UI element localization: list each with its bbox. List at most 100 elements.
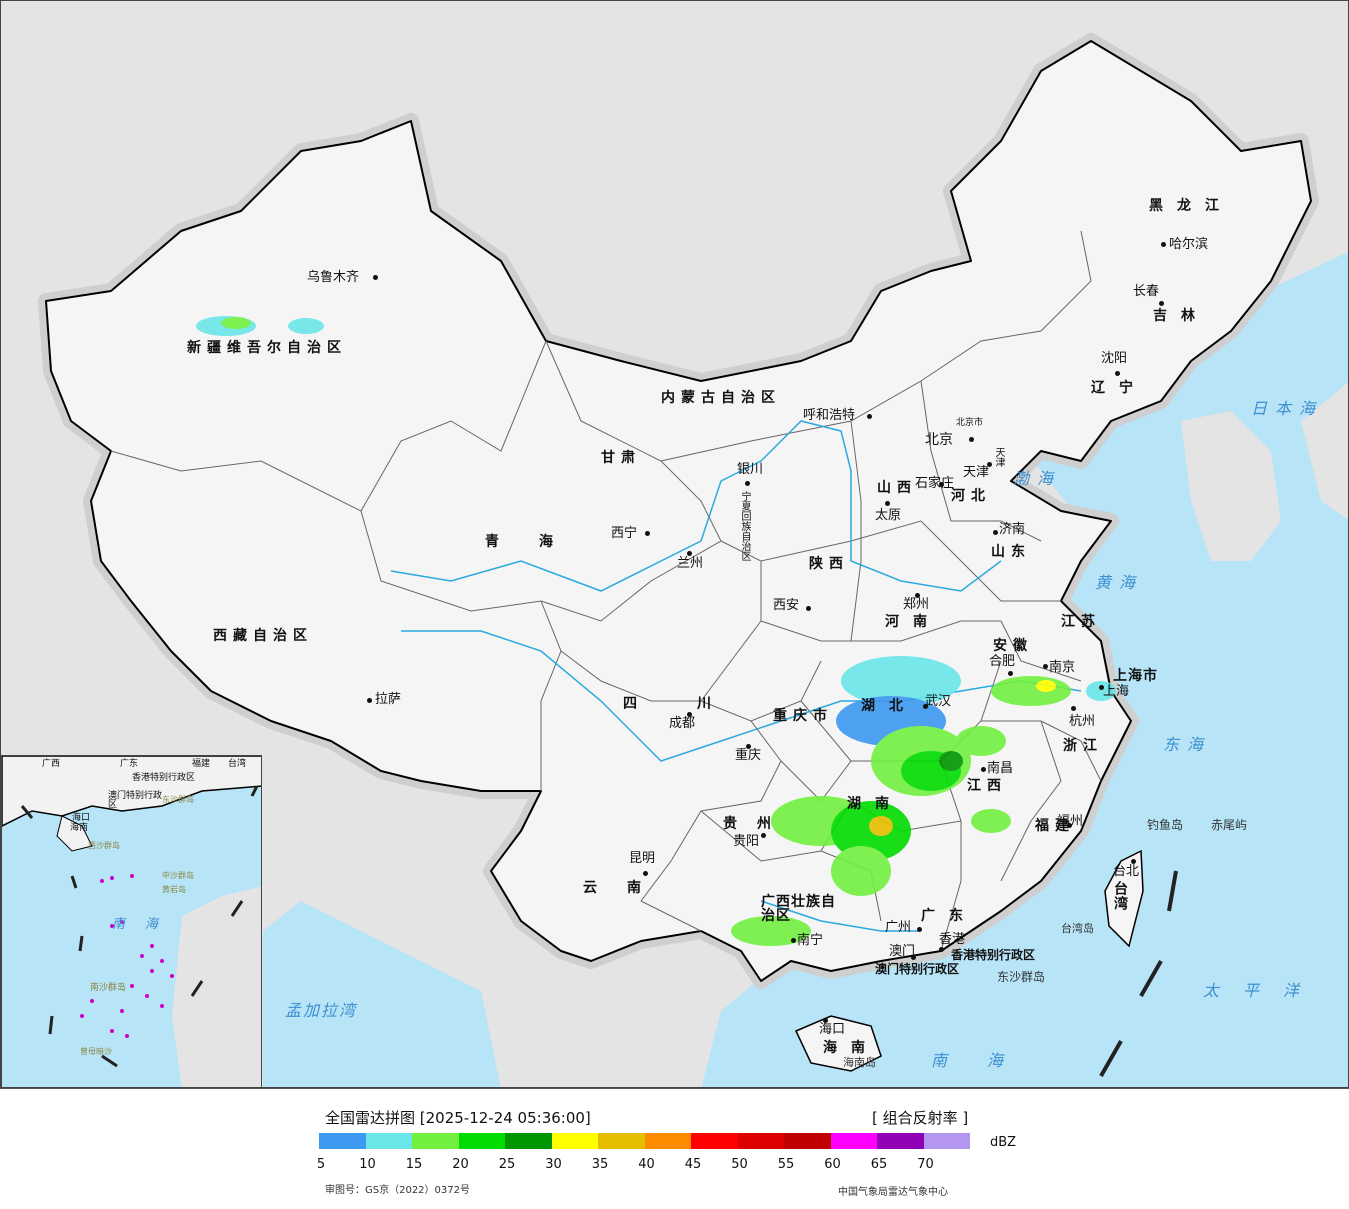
city-dot xyxy=(915,593,920,598)
city-dot xyxy=(867,414,872,419)
hainan-island xyxy=(794,1015,882,1072)
color-swatch xyxy=(458,1133,505,1149)
city-label[interactable]: 银川 xyxy=(737,462,764,477)
province-label: 西藏自治区 xyxy=(213,628,313,644)
city-label[interactable]: 贵阳 xyxy=(733,834,760,849)
color-swatch xyxy=(923,1133,970,1149)
inset-label: 海口 xyxy=(72,813,91,823)
scale-tick-label: 25 xyxy=(498,1157,516,1172)
scale-tick-label: 10 xyxy=(359,1157,376,1172)
city-label[interactable]: 拉萨 xyxy=(375,692,402,707)
city-label[interactable]: 长春 xyxy=(1133,284,1160,299)
city-label[interactable]: 南宁 xyxy=(797,933,824,948)
city-dot xyxy=(367,698,372,703)
city-dot xyxy=(917,927,922,932)
scale-tick-label: 65 xyxy=(870,1157,888,1172)
city-label[interactable]: 海口 xyxy=(819,1022,846,1037)
city-label[interactable]: 郑州 xyxy=(903,597,930,612)
city-label[interactable]: 石家庄 xyxy=(915,476,955,491)
color-scale-bar xyxy=(319,1133,970,1149)
city-dot xyxy=(645,531,650,536)
province-label: 福建 xyxy=(1035,818,1075,834)
city-label[interactable]: 呼和浩特 xyxy=(803,408,856,423)
south-china-sea-inset[interactable]: 广东 广西 福建 台湾 香港特别行政区 澳门特别行政区 海南 东沙群岛 西沙群岛… xyxy=(1,755,262,1087)
color-swatch xyxy=(412,1133,459,1149)
inset-label: 福建 xyxy=(192,759,211,769)
ocean-bay-of-bengal xyxy=(263,901,501,1087)
city-label[interactable]: 昆明 xyxy=(629,851,656,866)
sea-label: 渤海 xyxy=(1013,469,1062,488)
city-dot xyxy=(923,704,928,709)
city-label[interactable]: 济南 xyxy=(999,522,1026,537)
city-dot xyxy=(1161,242,1166,247)
city-dot xyxy=(911,955,916,960)
inset-label: 广东 xyxy=(120,759,139,769)
color-swatch xyxy=(598,1133,645,1149)
province-label: 湖南 xyxy=(847,796,903,812)
color-swatch xyxy=(830,1133,877,1149)
province-label: 香港特别行政区 xyxy=(951,948,1036,962)
city-label[interactable]: 上海 xyxy=(1103,684,1130,699)
city-dot xyxy=(1008,671,1013,676)
city-label[interactable]: 香港 xyxy=(939,932,966,947)
city-label[interactable]: 合肥 xyxy=(989,654,1016,669)
city-label[interactable]: 南京 xyxy=(1049,660,1076,675)
city-label[interactable]: 台北 xyxy=(1113,864,1140,879)
sea-label: 东海 xyxy=(1163,735,1212,754)
province-label: 内蒙古自治区 xyxy=(661,390,781,406)
city-label[interactable]: 广州 xyxy=(885,920,912,935)
inset-label: 南沙群岛 xyxy=(90,983,127,993)
province-label: 云南 xyxy=(583,880,671,896)
product-name: [ 组合反射率 ] xyxy=(872,1109,969,1127)
province-label: 青海 xyxy=(485,534,593,550)
province-label: 陕西 xyxy=(809,556,849,572)
scale-tick-label: 50 xyxy=(731,1157,748,1172)
city-dot xyxy=(1071,706,1076,711)
sea-label: 黄海 xyxy=(1095,573,1144,592)
city-label[interactable]: 武汉 xyxy=(925,694,952,709)
map-canvas xyxy=(38,33,1348,1087)
map-approval-number: 审图号：GS京（2022）0372号 xyxy=(325,1185,470,1196)
province-label: 澳门特别行政区 xyxy=(875,962,960,976)
city-label[interactable]: 兰州 xyxy=(677,556,704,571)
city-label[interactable]: 南昌 xyxy=(987,761,1014,776)
city-label[interactable]: 澳门 xyxy=(889,944,916,959)
unit-label: dBZ xyxy=(990,1135,1017,1150)
city-dot xyxy=(687,551,692,556)
radar-map[interactable]: 新疆维吾尔自治区 西藏自治区 青海 甘肃 内蒙古自治区 黑龙江 吉林 辽宁 河北… xyxy=(0,0,1349,1088)
city-label[interactable]: 太原 xyxy=(875,508,902,523)
province-label: 湖北 xyxy=(861,698,917,714)
city-label[interactable]: 沈阳 xyxy=(1101,351,1128,366)
city-dot xyxy=(643,871,648,876)
province-label: 山西 xyxy=(877,480,917,496)
city-label[interactable]: 西安 xyxy=(773,598,800,613)
province-label: 海南 xyxy=(823,1040,879,1056)
scale-tick-label: 35 xyxy=(591,1157,609,1172)
province-label: 浙江 xyxy=(1063,738,1103,754)
city-dot xyxy=(987,462,992,467)
city-label[interactable]: 西宁 xyxy=(611,526,638,541)
scale-tick-label: 55 xyxy=(777,1157,795,1172)
city-label[interactable]: 哈尔滨 xyxy=(1169,237,1209,252)
province-label: 上海市 xyxy=(1113,668,1158,684)
inset-label: 海南 xyxy=(70,823,89,833)
inset-label: 南海 xyxy=(112,917,179,932)
city-dot xyxy=(1099,685,1104,690)
city-label[interactable]: 重庆 xyxy=(735,748,762,763)
city-label[interactable]: 北京 xyxy=(925,432,953,448)
province-label: 重庆市 xyxy=(773,708,833,724)
city-label[interactable]: 杭州 xyxy=(1069,714,1096,729)
inset-label: 黄岩岛 xyxy=(162,885,186,894)
province-label: 甘肃 xyxy=(601,450,641,466)
province-label: 河南 xyxy=(885,614,941,630)
island-label: 海南岛 xyxy=(843,1056,876,1069)
taiwan-island xyxy=(1104,849,1144,948)
city-label[interactable]: 成都 xyxy=(669,716,696,731)
inset-label: 曾母暗沙 xyxy=(80,1047,112,1056)
city-label[interactable]: 天津 xyxy=(963,465,990,480)
inset-label: 香港特别行政区 xyxy=(132,773,196,783)
legend-title: 全国雷达拼图 [2025-12-24 05:36:00] xyxy=(325,1109,591,1127)
city-label[interactable]: 福州 xyxy=(1057,814,1084,829)
province-label: 广西壮族自治区 xyxy=(761,894,836,924)
city-label[interactable]: 乌鲁木齐 xyxy=(307,270,360,285)
